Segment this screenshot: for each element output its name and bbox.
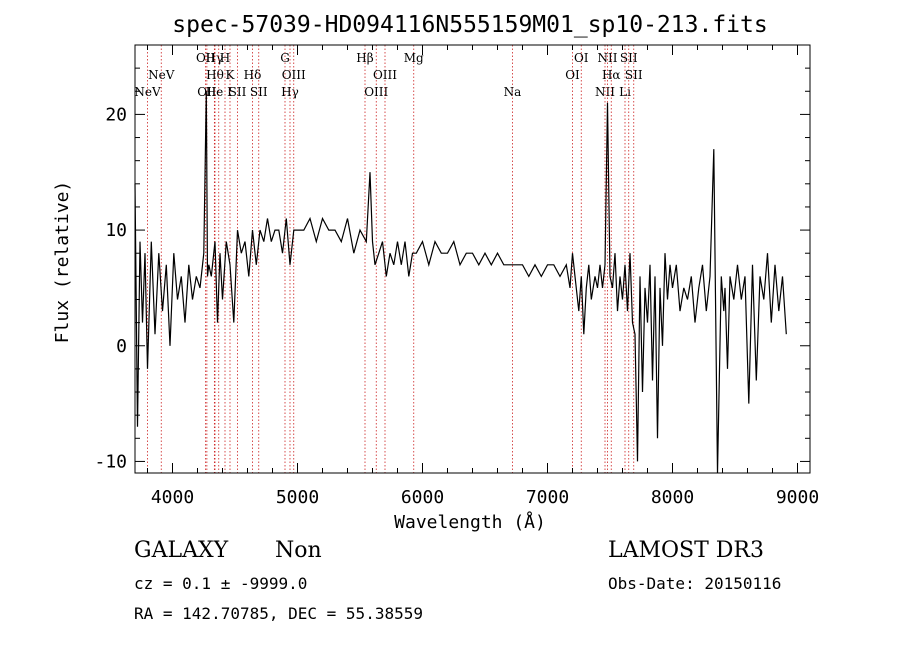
y-tick-label: -10 (94, 451, 127, 472)
line-marker-label: He I (206, 85, 232, 99)
observation-date: Obs-Date: 20150116 (608, 574, 782, 593)
line-marker-label: OIII (282, 68, 306, 82)
line-marker-label: NII (595, 85, 615, 99)
line-marker-label: Li (619, 85, 631, 99)
line-marker-label: OIII (364, 85, 388, 99)
coordinates-readout: RA = 142.70785, DEC = 55.38559 (134, 604, 423, 623)
line-marker-label: OI (574, 51, 589, 65)
line-marker-label: Hβ (356, 51, 373, 65)
chart-title: spec-57039-HD094116N555159M01_sp10-213.f… (172, 12, 767, 38)
line-marker-label: Hγ (206, 51, 224, 65)
x-tick-label: 4000 (151, 487, 194, 508)
line-marker-label: SII (250, 85, 268, 99)
line-marker-label: Hθ (206, 68, 224, 82)
y-tick-label: 0 (116, 336, 127, 357)
x-tick-label: 9000 (776, 487, 819, 508)
y-tick-label: 20 (105, 104, 127, 125)
x-tick-label: 6000 (401, 487, 444, 508)
x-tick-label: 8000 (651, 487, 694, 508)
line-marker-label: OI (565, 68, 580, 82)
redshift-readout: cz = 0.1 ± -9999.0 (134, 574, 308, 593)
line-marker-label: H (220, 51, 230, 65)
survey-name: LAMOST DR3 (608, 538, 764, 563)
x-tick-label: 7000 (526, 487, 569, 508)
line-marker-label: OIII (373, 68, 397, 82)
line-marker-label: Mg (404, 51, 424, 65)
line-marker-label: SII (625, 68, 643, 82)
line-marker-label: SII (620, 51, 638, 65)
line-marker-label: K (226, 68, 236, 82)
line-marker-label: NeV (148, 68, 175, 82)
line-marker-label: OII (196, 51, 216, 65)
line-marker-label: NII (598, 51, 618, 65)
line-marker-label: Hδ (244, 68, 262, 82)
x-tick-label: 5000 (276, 487, 319, 508)
line-marker-label: NeV (134, 85, 161, 99)
object-class: GALAXY (134, 538, 229, 563)
axes: 4000 5000 6000 7000 8000 9000 -10 0 10 20 (94, 44, 819, 508)
object-subclass: Non (275, 538, 322, 563)
spectrum-line (134, 91, 787, 474)
line-marker-label: G (280, 51, 290, 65)
line-marker-label: Hγ (281, 85, 299, 99)
line-marker-label: Hα (602, 68, 621, 82)
line-marker-label: Na (504, 85, 522, 99)
line-marker-label: OII (197, 85, 217, 99)
y-tick-label: 10 (105, 220, 127, 241)
y-axis-label: Flux (relative) (52, 181, 73, 344)
line-marker-label: SII (229, 85, 247, 99)
x-axis-label: Wavelength (Å) (394, 511, 546, 533)
